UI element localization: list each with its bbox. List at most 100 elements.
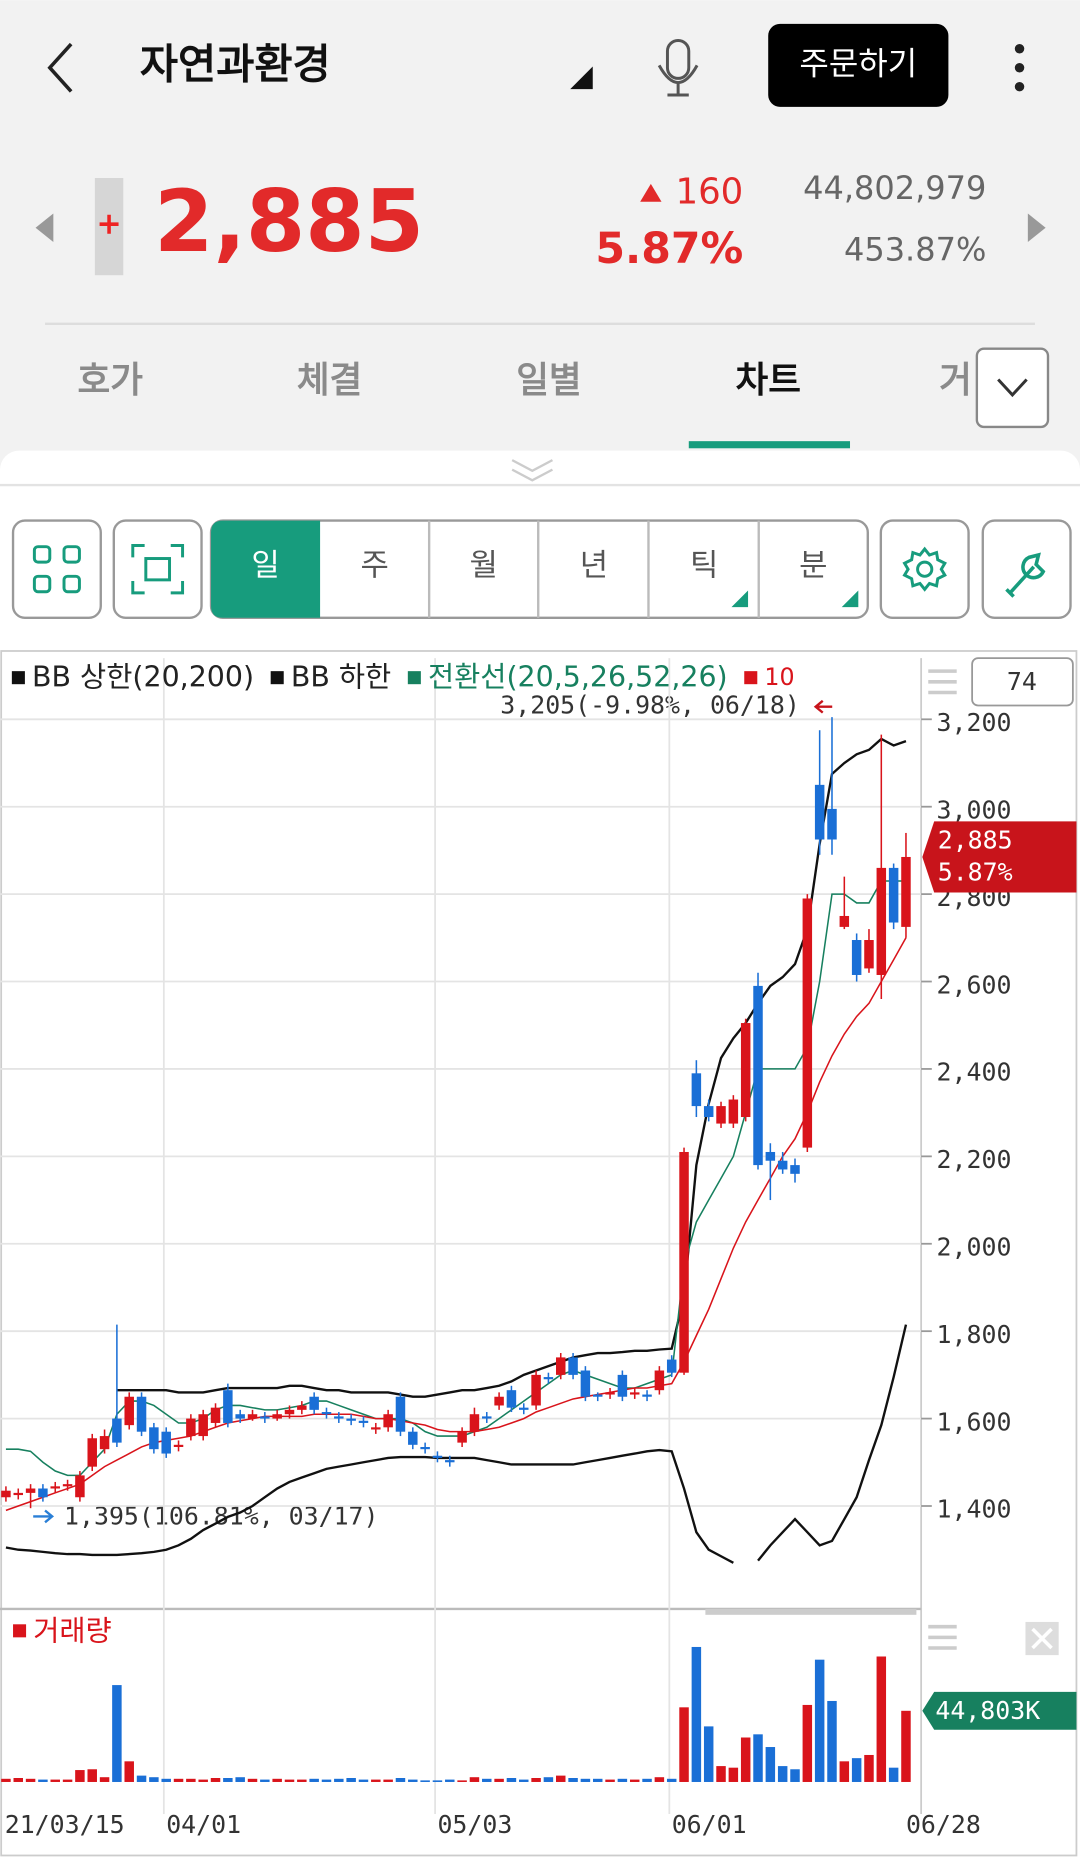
volume-bar: [519, 1779, 529, 1782]
candle-body: [864, 940, 874, 969]
settings-button[interactable]: [879, 519, 970, 619]
current-price: 2,885: [154, 173, 424, 272]
volume-bar: [753, 1734, 763, 1782]
pane-resize-handle[interactable]: [705, 1608, 917, 1615]
candle-body: [716, 1106, 726, 1124]
volume-legend-swatch: [13, 1624, 27, 1638]
period-button[interactable]: 주: [360, 547, 388, 583]
candle-body: [210, 1407, 221, 1423]
volume-bar: [876, 1656, 887, 1782]
candle-body: [235, 1414, 245, 1419]
volume-bar: [173, 1778, 184, 1782]
period-button[interactable]: 분: [799, 547, 827, 583]
volume-bar: [457, 1780, 467, 1782]
volume-bar: [445, 1779, 455, 1782]
volume-bar: [112, 1685, 122, 1782]
candle-body: [432, 1455, 443, 1458]
volume-bar: [543, 1777, 554, 1782]
volume-bar: [334, 1778, 344, 1782]
volume-menu-icon[interactable]: [928, 1624, 957, 1650]
volume-bar: [408, 1779, 418, 1782]
legend-label: 전환선(20,5,26,52,26): [428, 660, 728, 693]
tab[interactable]: 호가: [78, 360, 144, 401]
candle-body: [679, 1151, 689, 1373]
candle-body: [506, 1390, 517, 1408]
period-button[interactable]: 년: [580, 547, 608, 583]
candle-body: [149, 1427, 159, 1450]
candle-body: [543, 1377, 554, 1380]
close-icon: [1031, 1627, 1053, 1650]
volume-marker: [922, 1691, 1077, 1730]
volume-bar: [50, 1779, 60, 1782]
candle-body: [247, 1414, 258, 1419]
volume-bar: [420, 1780, 430, 1782]
tools-button[interactable]: [981, 519, 1072, 619]
more-button[interactable]: [1014, 44, 1025, 92]
volume-bar: [223, 1778, 233, 1782]
price-menu-icon[interactable]: [928, 669, 957, 695]
volume-marker-label: 44,803K: [935, 1696, 1040, 1725]
fullscreen-button[interactable]: [112, 519, 203, 619]
volume-bar: [740, 1737, 751, 1782]
candle-body: [99, 1436, 110, 1450]
candle-body: [790, 1165, 800, 1174]
order-button-label[interactable]: 주문하기: [799, 44, 917, 82]
max-arrow: [813, 699, 833, 714]
volume-bar: [864, 1754, 874, 1782]
fullscreen-icon: [131, 544, 185, 595]
submenu-indicator: [731, 590, 859, 608]
volume-bar: [666, 1778, 677, 1782]
volume-bar: [531, 1778, 541, 1782]
candle-body: [654, 1370, 665, 1391]
mic-button[interactable]: [657, 38, 699, 97]
candle-body: [284, 1409, 295, 1415]
indicator-line: [5, 1324, 908, 1564]
volume-bar: [703, 1726, 714, 1782]
period-button[interactable]: 틱: [690, 547, 718, 583]
candle-body: [556, 1357, 566, 1375]
volume-bar: [728, 1767, 739, 1782]
candle-body: [580, 1370, 591, 1397]
turnover-rate: 453.87%: [844, 230, 986, 268]
tab-underline: [688, 441, 851, 449]
volume-bar: [814, 1659, 825, 1782]
tab[interactable]: 체결: [297, 360, 362, 401]
volume-bar: [654, 1777, 665, 1782]
layout-button[interactable]: [11, 519, 102, 619]
volume-bar: [432, 1780, 443, 1782]
volume: 44,802,979: [803, 169, 986, 207]
next-stock[interactable]: [1027, 213, 1046, 242]
y-tick-label: 2,400: [937, 1058, 1012, 1087]
period-button-active[interactable]: 일: [251, 547, 279, 583]
tab[interactable]: 거: [939, 360, 972, 401]
back-button[interactable]: [47, 42, 73, 93]
candle-body: [703, 1106, 714, 1118]
legend-swatch: [407, 671, 421, 685]
tab-dropdown[interactable]: [975, 347, 1050, 429]
volume-bar: [186, 1778, 196, 1782]
order-button[interactable]: [768, 23, 949, 107]
candle-body: [531, 1374, 541, 1406]
count-box[interactable]: [971, 657, 1074, 707]
candle-body: [469, 1414, 480, 1432]
volume-bar: [346, 1778, 356, 1782]
collapse-handle[interactable]: [511, 459, 554, 482]
volume-bar: [358, 1779, 369, 1782]
volume-bar: [38, 1779, 48, 1782]
candle-body: [568, 1357, 578, 1375]
volume-bar: [87, 1769, 97, 1782]
tab-active[interactable]: 차트: [736, 360, 801, 401]
candle-count[interactable]: 74: [1007, 667, 1037, 696]
candle-body: [223, 1390, 233, 1423]
volume-bar: [136, 1775, 147, 1782]
legend-swatch: [270, 671, 284, 685]
legend-label: BB 상한(20,200): [32, 660, 254, 693]
stock-title[interactable]: 자연과환경: [140, 40, 331, 89]
y-tick-label: 2,000: [937, 1233, 1012, 1262]
tab[interactable]: 일별: [516, 360, 581, 401]
candle-body: [87, 1438, 97, 1467]
prev-stock[interactable]: [35, 213, 54, 242]
change-sign: [99, 214, 119, 234]
period-button[interactable]: 월: [470, 547, 498, 583]
candle-body: [876, 867, 887, 975]
